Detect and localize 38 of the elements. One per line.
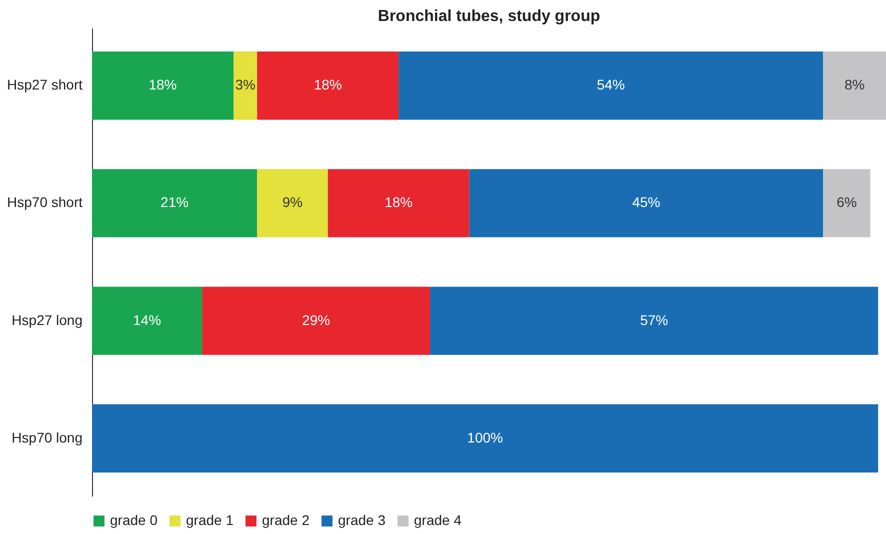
legend-label: grade 0 [110, 512, 158, 528]
bar [398, 52, 824, 120]
bar [469, 169, 824, 238]
data-label: 21% [160, 194, 189, 210]
y-tick-label: Hsp70 short [7, 194, 83, 210]
data-label: 29% [302, 312, 330, 328]
data-label: 18% [148, 76, 177, 93]
bar [328, 169, 470, 238]
bar [92, 52, 234, 120]
legend-label: grade 3 [338, 512, 386, 528]
data-label: 100% [467, 429, 503, 446]
data-label: 6% [836, 194, 857, 210]
data-label: 54% [596, 76, 625, 93]
data-label: 3% [235, 76, 256, 93]
legend-label: grade 1 [186, 512, 234, 528]
bar [823, 52, 886, 120]
chart-title: Bronchial tubes, study group [378, 8, 600, 25]
data-label: 18% [314, 76, 342, 93]
y-tick-label: Hsp27 long [12, 312, 82, 328]
legend-label: grade 4 [414, 512, 462, 528]
bar [92, 169, 258, 238]
bar [234, 52, 258, 120]
bar [92, 404, 878, 472]
data-label: 9% [282, 194, 303, 210]
y-tick-label: Hsp27 short [7, 76, 83, 93]
y-tick-label: Hsp70 long [12, 429, 82, 446]
bar [823, 169, 870, 238]
data-label: 57% [640, 312, 668, 328]
data-label: 45% [632, 194, 660, 210]
data-label: 18% [384, 194, 413, 210]
bar [202, 286, 430, 355]
bar [257, 169, 328, 238]
bar [257, 52, 399, 120]
legend-label: grade 2 [262, 512, 310, 528]
bar [430, 286, 878, 355]
bar [92, 286, 202, 355]
data-label: 8% [844, 76, 865, 93]
data-label: 14% [133, 312, 162, 328]
